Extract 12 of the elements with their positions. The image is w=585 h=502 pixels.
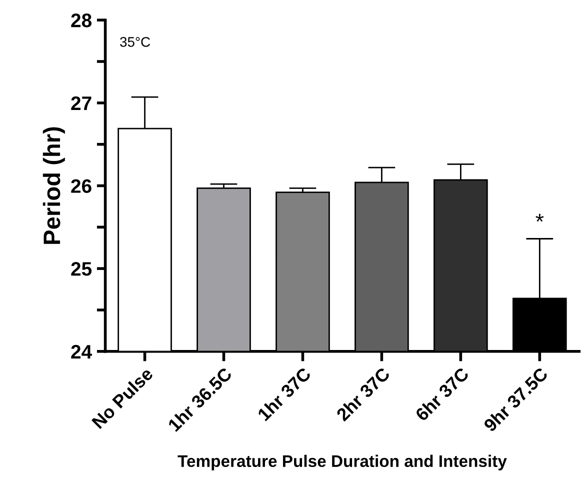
x-axis-title: Temperature Pulse Duration and Intensity <box>178 454 507 470</box>
annotation: * <box>536 214 544 222</box>
y-tick-label: 24 <box>71 344 92 358</box>
y-tick-label: 27 <box>71 96 92 110</box>
annotation: 35°C <box>120 37 150 47</box>
x-tick-label: 1hr 37C <box>256 366 312 422</box>
x-tick-label: 2hr 37C <box>335 366 391 422</box>
x-tick-label: 6hr 37C <box>414 366 470 422</box>
y-tick-label: 26 <box>71 179 92 193</box>
y-tick-label: 28 <box>71 14 92 28</box>
y-tick-label: 25 <box>71 262 92 276</box>
y-axis-title: Period (hr) <box>42 127 65 244</box>
